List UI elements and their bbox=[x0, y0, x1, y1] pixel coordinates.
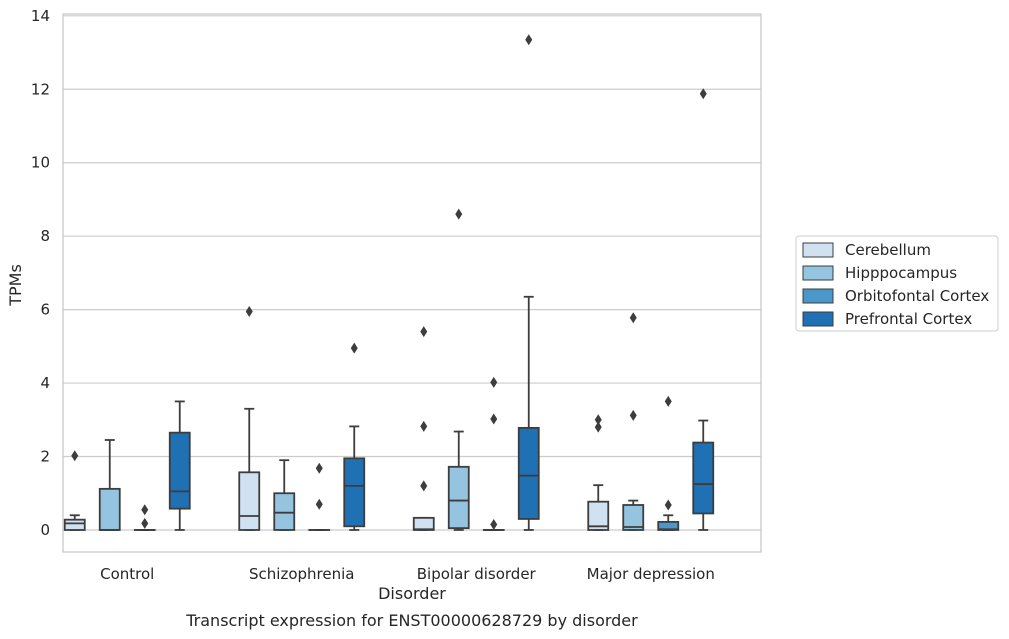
box-body bbox=[587, 500, 610, 531]
box-body bbox=[517, 426, 540, 520]
box-body bbox=[412, 516, 435, 531]
series-3 bbox=[168, 34, 715, 531]
box-3-2 bbox=[517, 34, 540, 531]
box-0-1 bbox=[238, 305, 261, 531]
legend-swatch bbox=[802, 311, 834, 327]
x-axis-label: Disorder bbox=[378, 584, 446, 603]
box-3-3 bbox=[692, 88, 715, 531]
box-2-0 bbox=[133, 504, 156, 531]
x-tick-label-0: Control bbox=[100, 565, 154, 583]
x-tick-label-1: Schizophrenia bbox=[249, 565, 354, 583]
outlier-point-0 bbox=[490, 518, 498, 530]
y-tick-label-2: 2 bbox=[40, 448, 50, 466]
series-2 bbox=[133, 376, 680, 531]
legend-label: Orbitofontal Cortex bbox=[845, 287, 989, 305]
box-body bbox=[63, 518, 86, 531]
outlier-point-0 bbox=[455, 208, 463, 220]
box-0-3 bbox=[587, 414, 610, 531]
outlier-point-0 bbox=[245, 305, 253, 317]
y-tick-label-14: 14 bbox=[31, 7, 50, 25]
outlier-point-1 bbox=[490, 413, 498, 425]
series-0 bbox=[63, 305, 610, 531]
y-tick-label-0: 0 bbox=[40, 521, 50, 539]
x-tick-labels: Control Schizophrenia Bipolar disorder Majo… bbox=[100, 565, 715, 583]
box-1-3 bbox=[622, 312, 645, 531]
outlier-point-0 bbox=[629, 409, 637, 421]
y-tick-label-4: 4 bbox=[40, 374, 50, 392]
box-2-1 bbox=[308, 462, 331, 531]
outlier-point-0 bbox=[71, 450, 79, 462]
legend-label: Prefrontal Cortex bbox=[845, 310, 972, 328]
box-body bbox=[168, 431, 191, 510]
box-body bbox=[447, 465, 470, 530]
box-1-2 bbox=[447, 208, 470, 531]
plot-area-frame bbox=[62, 13, 762, 553]
legend-item-1: Hipppocampus bbox=[802, 264, 957, 282]
outlier-point-2 bbox=[420, 326, 428, 338]
y-axis-label: TPMs bbox=[6, 264, 25, 307]
x-tick-label-2: Bipolar disorder bbox=[417, 565, 537, 583]
y-tick-labels: 0 2 4 6 8 10 12 14 bbox=[31, 7, 50, 539]
grid-lines bbox=[63, 15, 761, 531]
legend: Cerebellum Hipppocampus Orbitofontal Corte… bbox=[795, 235, 999, 332]
y-tick-label-8: 8 bbox=[40, 227, 50, 245]
legend-label: Hipppocampus bbox=[845, 264, 957, 282]
outlier-point-1 bbox=[629, 312, 637, 324]
box-2-2 bbox=[482, 376, 505, 531]
legend-swatch bbox=[802, 242, 834, 258]
legend-frame bbox=[795, 235, 999, 332]
y-tick-label-12: 12 bbox=[31, 80, 50, 98]
outlier-point-2 bbox=[490, 376, 498, 388]
box-1-0 bbox=[98, 439, 121, 531]
chart-caption: Transcript expression for ENST0000062872… bbox=[185, 611, 638, 630]
box-1-1 bbox=[273, 459, 296, 531]
box-2-3 bbox=[657, 395, 680, 531]
y-tick-label-10: 10 bbox=[31, 154, 50, 172]
box-body bbox=[238, 471, 261, 531]
outlier-point-1 bbox=[420, 420, 428, 432]
y-tick-label-6: 6 bbox=[40, 301, 50, 319]
outlier-point-0 bbox=[350, 342, 358, 354]
outlier-point-0 bbox=[141, 517, 149, 529]
outlier-point-1 bbox=[141, 504, 149, 516]
legend-swatch bbox=[802, 288, 834, 304]
outlier-point-0 bbox=[699, 88, 707, 100]
outlier-point-0 bbox=[594, 421, 602, 433]
outlier-point-0 bbox=[315, 498, 323, 510]
x-tick-label-3: Major depression bbox=[587, 565, 715, 583]
box-body bbox=[98, 487, 121, 531]
legend-item-2: Orbitofontal Cortex bbox=[802, 287, 989, 305]
box-series bbox=[63, 34, 715, 531]
legend-label: Cerebellum bbox=[845, 241, 931, 259]
legend-item-3: Prefrontal Cortex bbox=[802, 310, 972, 328]
outlier-point-0 bbox=[664, 499, 672, 511]
legend-item-0: Cerebellum bbox=[802, 241, 931, 259]
legend-swatch bbox=[802, 265, 834, 281]
box-body bbox=[343, 457, 366, 528]
box-body bbox=[692, 441, 715, 515]
box-0-2 bbox=[412, 326, 435, 531]
outlier-point-1 bbox=[664, 395, 672, 407]
outlier-point-1 bbox=[594, 414, 602, 426]
box-0-0 bbox=[63, 450, 86, 531]
box-3-1 bbox=[343, 342, 366, 531]
box-body bbox=[622, 504, 645, 531]
series-1 bbox=[98, 208, 645, 531]
outlier-point-1 bbox=[315, 462, 323, 474]
outlier-point-0 bbox=[420, 480, 428, 492]
box-3-0 bbox=[168, 400, 191, 531]
box-body bbox=[273, 492, 296, 531]
outlier-point-0 bbox=[525, 34, 533, 46]
